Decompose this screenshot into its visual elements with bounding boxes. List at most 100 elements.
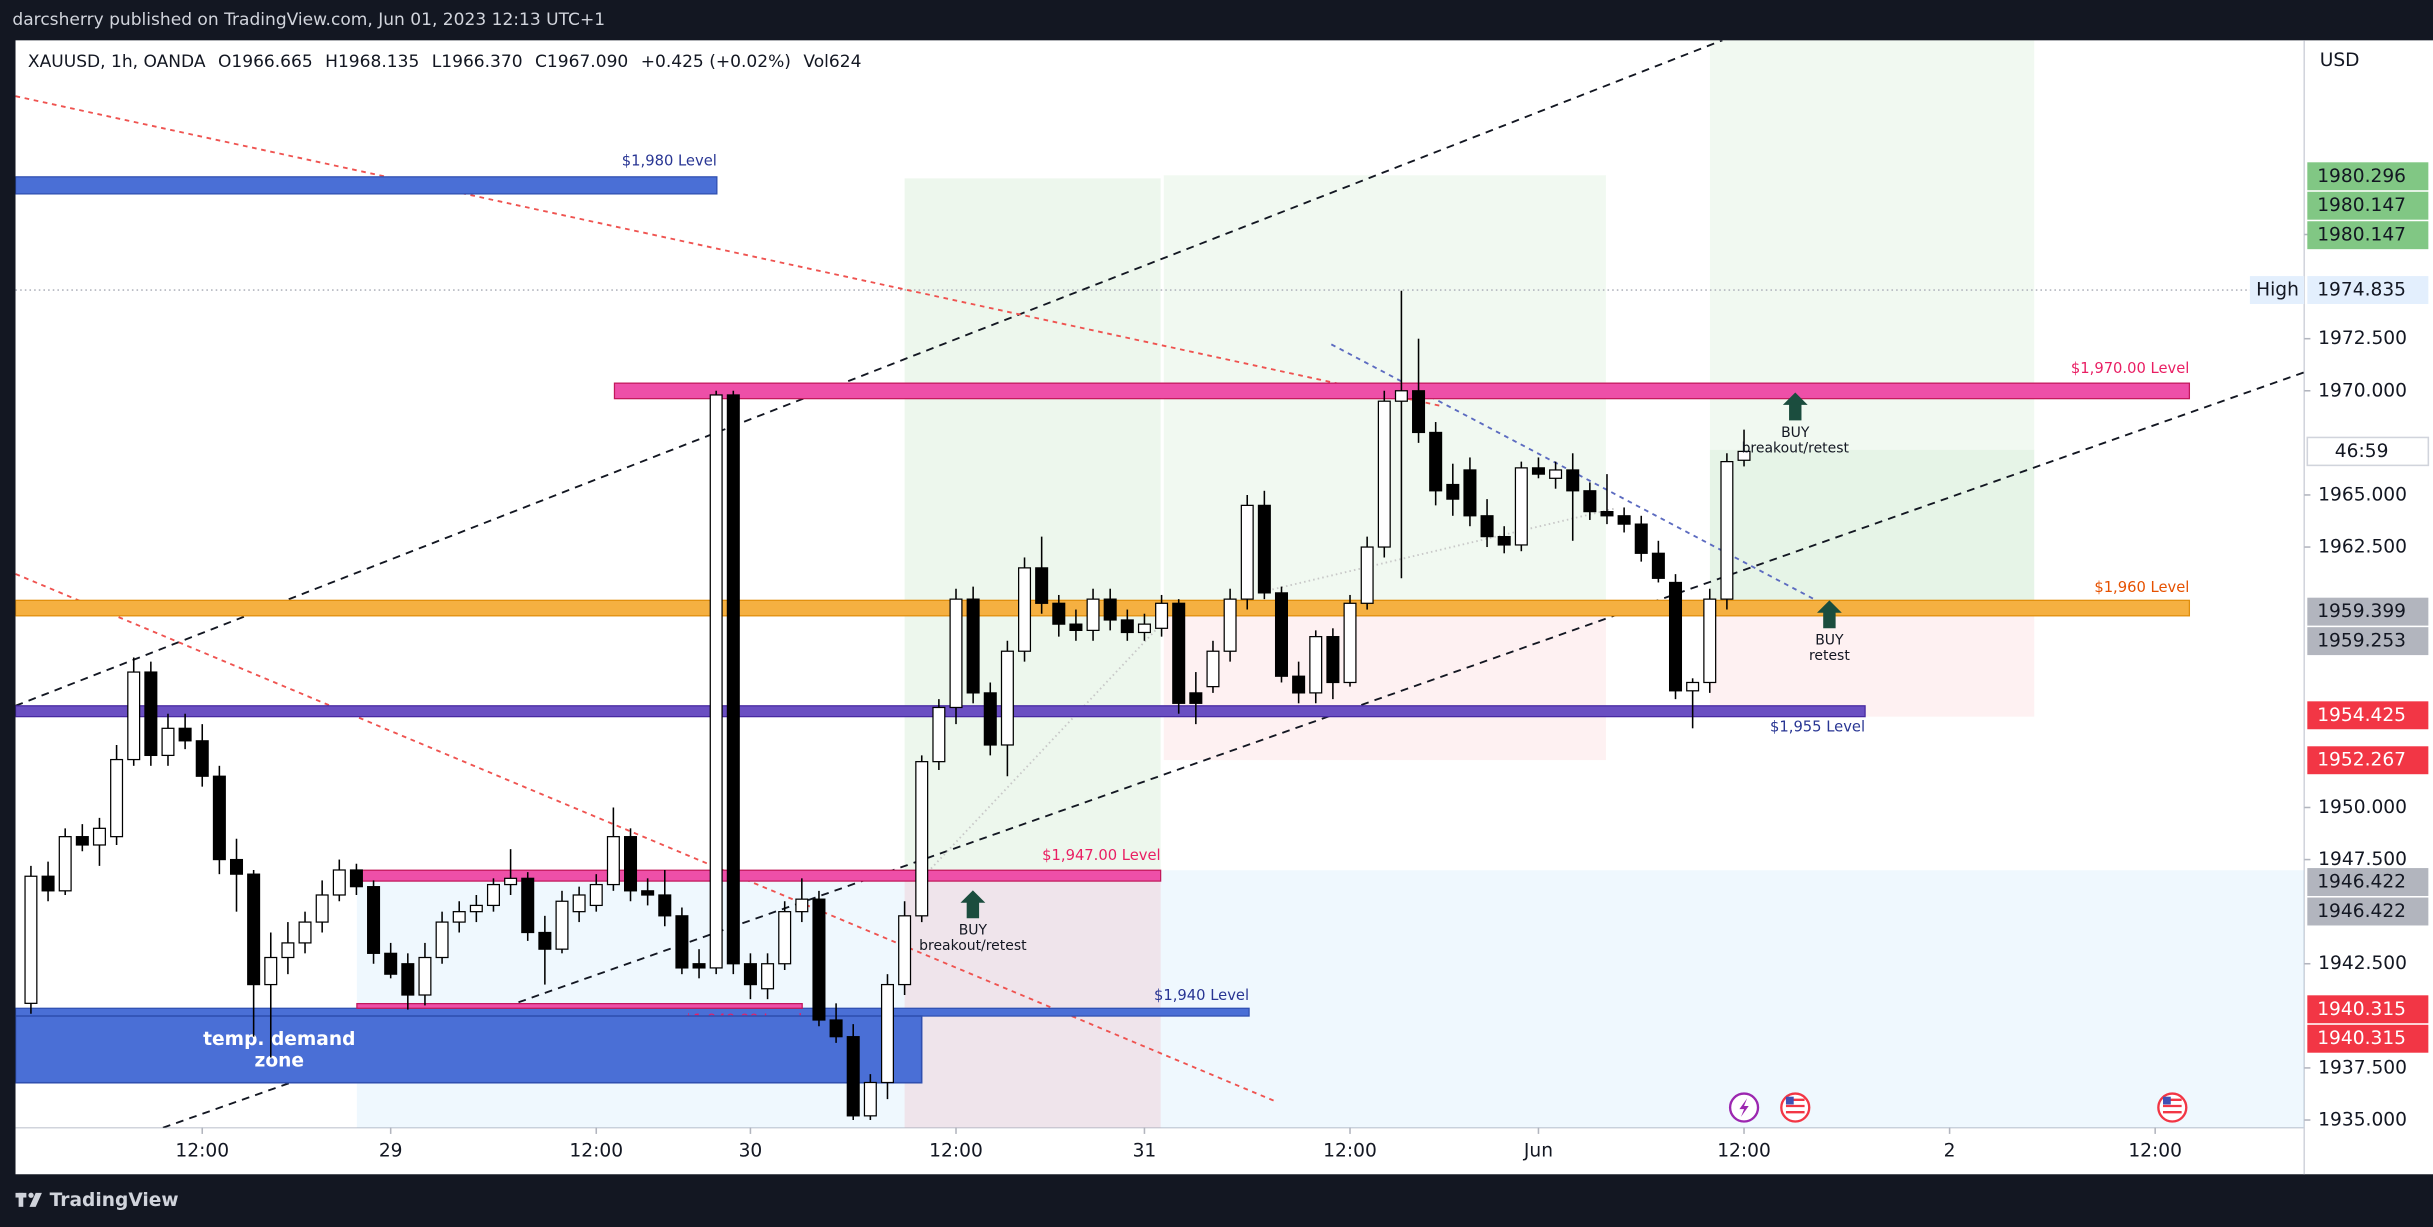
- candle-body: [1514, 467, 1528, 546]
- candle-body: [1000, 650, 1014, 746]
- candle-body: [658, 894, 672, 917]
- zone: [1163, 615, 1606, 761]
- currency: USD: [2320, 50, 2360, 71]
- legend-value: O1966.665: [218, 52, 313, 72]
- candle-body: [1429, 431, 1443, 492]
- candle-body: [589, 883, 603, 907]
- candle-body: [1394, 390, 1408, 402]
- candle-body: [1155, 602, 1169, 629]
- zone: [356, 870, 2305, 1128]
- candle-body: [1480, 515, 1494, 538]
- level-label: $1,970.00 Level: [2071, 360, 2189, 377]
- candle-body: [709, 394, 723, 969]
- candle-body: [212, 775, 226, 861]
- x-tick-label: 12:00: [1323, 1140, 1377, 1161]
- candle-body: [504, 877, 518, 886]
- candle-body: [1120, 619, 1134, 634]
- candle-body: [1103, 598, 1117, 621]
- price-tag: [2307, 221, 2429, 250]
- candle-body: [1326, 636, 1340, 684]
- candle-body: [966, 598, 980, 694]
- candle-body: [743, 963, 757, 986]
- x-tick-label: 12:00: [569, 1140, 623, 1161]
- candle-body: [1137, 623, 1151, 634]
- candle-body: [692, 963, 706, 969]
- candle-body: [812, 898, 826, 1021]
- price-tag: [2307, 868, 2429, 896]
- x-tick-label: 2: [1944, 1140, 1956, 1161]
- symbol: XAUUSD, 1h, OANDA: [28, 52, 206, 72]
- candle-body: [606, 836, 620, 886]
- candle-body: [110, 758, 124, 838]
- zone: [1709, 449, 2035, 616]
- candle-body: [521, 877, 535, 934]
- candle-body: [778, 911, 792, 965]
- candle-body: [332, 869, 346, 896]
- event-flag: [2157, 1092, 2188, 1123]
- candle-body: [863, 1081, 877, 1117]
- candle-body: [1274, 592, 1289, 677]
- candle-body: [641, 890, 655, 896]
- candle-body: [1035, 567, 1049, 604]
- candle-body: [1549, 469, 1563, 479]
- price-tag-label: 1959.253: [2317, 631, 2406, 652]
- zone: [1709, 615, 2035, 717]
- candle-body: [58, 836, 72, 892]
- candle-body: [1412, 390, 1426, 434]
- candle-body: [195, 740, 209, 777]
- price-tag-label: 1940.315: [2317, 1028, 2406, 1049]
- zone: [1709, 40, 2035, 616]
- candle-body: [1018, 567, 1032, 652]
- candle-body: [1463, 469, 1477, 517]
- trend-line: [15, 95, 1444, 408]
- candle-body: [1703, 598, 1717, 684]
- candle-body: [1600, 511, 1614, 517]
- candle-body: [898, 915, 912, 986]
- candle-body: [846, 1036, 860, 1117]
- candle-body: [41, 875, 55, 892]
- y-tick-label: 1942.500: [2318, 953, 2407, 974]
- candle-body: [384, 952, 398, 975]
- legend-value: L1966.370: [432, 52, 523, 72]
- candle-body: [795, 898, 809, 913]
- price-tag: [2307, 897, 2429, 926]
- candle-body: [298, 921, 312, 944]
- price-tag: [2307, 995, 2429, 1024]
- candle-body: [1069, 623, 1083, 632]
- candle-body: [178, 727, 192, 742]
- event-flag: [2163, 1096, 2171, 1105]
- annotation-action: BUY: [1815, 633, 1844, 649]
- zone-label: zone: [255, 1051, 305, 1072]
- y-tick-label: 1935.000: [2318, 1110, 2407, 1131]
- level-bar: [15, 1007, 1250, 1017]
- level-bar: [356, 1003, 803, 1009]
- level-label: $1,960 Level: [2094, 579, 2189, 596]
- candle-body: [418, 956, 432, 996]
- price-tag-label: 1954.425: [2317, 705, 2406, 726]
- time-axis: [15, 1127, 2305, 1175]
- countdown-tag: [2306, 436, 2430, 467]
- x-tick-label: Jun: [1523, 1140, 1553, 1161]
- candle-body: [1617, 515, 1631, 525]
- buy-arrow: [1816, 600, 1842, 629]
- price-tag: [2307, 162, 2429, 191]
- candle-body: [1566, 469, 1580, 492]
- candle-body: [880, 983, 894, 1084]
- x-tick-label: 30: [739, 1140, 763, 1161]
- footer-brand: TradingView: [50, 1190, 179, 1211]
- annotation-action: BUY: [1781, 425, 1810, 441]
- buy-arrow: [1782, 392, 1808, 421]
- y-tick-label: 1970.000: [2318, 380, 2407, 401]
- price-tag: [2307, 191, 2429, 220]
- candle-body: [1720, 460, 1734, 600]
- price-tag-label: 1952.267: [2317, 750, 2406, 771]
- y-tick-label: 1962.500: [2318, 537, 2407, 558]
- candle-body: [1377, 400, 1391, 548]
- candle-body: [75, 836, 89, 846]
- candle-body: [24, 875, 38, 1004]
- candle-body: [761, 963, 775, 990]
- level-label: $1,947.00 Level: [1042, 847, 1160, 864]
- countdown: 46:59: [2335, 441, 2389, 462]
- candle-body: [555, 900, 569, 950]
- candle-body: [1446, 483, 1460, 500]
